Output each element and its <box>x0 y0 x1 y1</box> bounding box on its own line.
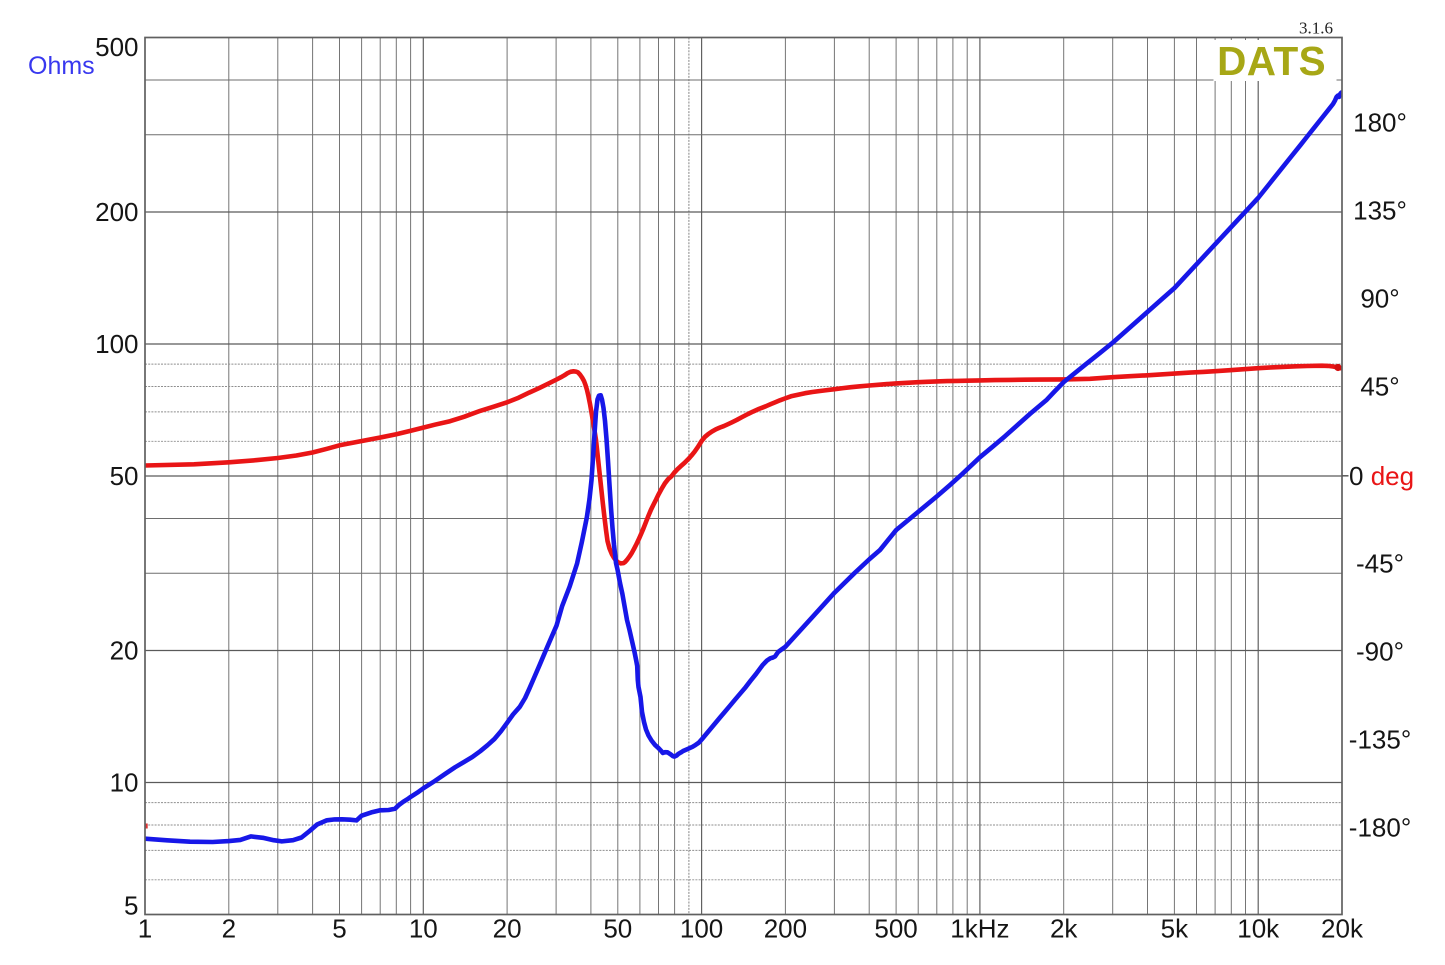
svg-text:-180°: -180° <box>1349 813 1411 843</box>
svg-text:5: 5 <box>332 914 346 944</box>
svg-text:10k: 10k <box>1237 914 1280 944</box>
svg-text:200: 200 <box>764 914 807 944</box>
svg-text:50: 50 <box>603 914 632 944</box>
svg-text:50: 50 <box>110 461 139 491</box>
svg-text:135°: 135° <box>1353 196 1407 226</box>
svg-text:20k: 20k <box>1321 914 1364 944</box>
svg-text:10: 10 <box>409 914 438 944</box>
svg-text:DATS: DATS <box>1217 38 1326 84</box>
svg-text:2: 2 <box>222 914 236 944</box>
svg-text:Ohms: Ohms <box>28 52 95 80</box>
svg-text:1kHz: 1kHz <box>950 914 1009 944</box>
svg-text:-45°: -45° <box>1356 549 1404 579</box>
svg-text:2k: 2k <box>1050 914 1078 944</box>
svg-text:100: 100 <box>95 329 138 359</box>
svg-text:3.1.6: 3.1.6 <box>1299 19 1333 38</box>
svg-text:500: 500 <box>95 32 138 62</box>
svg-text:-135°: -135° <box>1349 725 1411 755</box>
svg-text:45°: 45° <box>1360 372 1399 402</box>
svg-text:90°: 90° <box>1360 284 1399 314</box>
svg-text:200: 200 <box>95 197 138 227</box>
svg-text:5: 5 <box>124 891 138 921</box>
svg-text:20: 20 <box>493 914 522 944</box>
svg-text:-90°: -90° <box>1356 637 1404 667</box>
svg-text:180°: 180° <box>1353 108 1407 138</box>
svg-text:5k: 5k <box>1161 914 1189 944</box>
svg-text:10: 10 <box>110 768 139 798</box>
svg-text:20: 20 <box>110 636 139 666</box>
svg-text:100: 100 <box>680 914 723 944</box>
svg-text:500: 500 <box>874 914 917 944</box>
svg-text:1: 1 <box>138 914 152 944</box>
svg-text:0 deg: 0 deg <box>1349 461 1414 491</box>
